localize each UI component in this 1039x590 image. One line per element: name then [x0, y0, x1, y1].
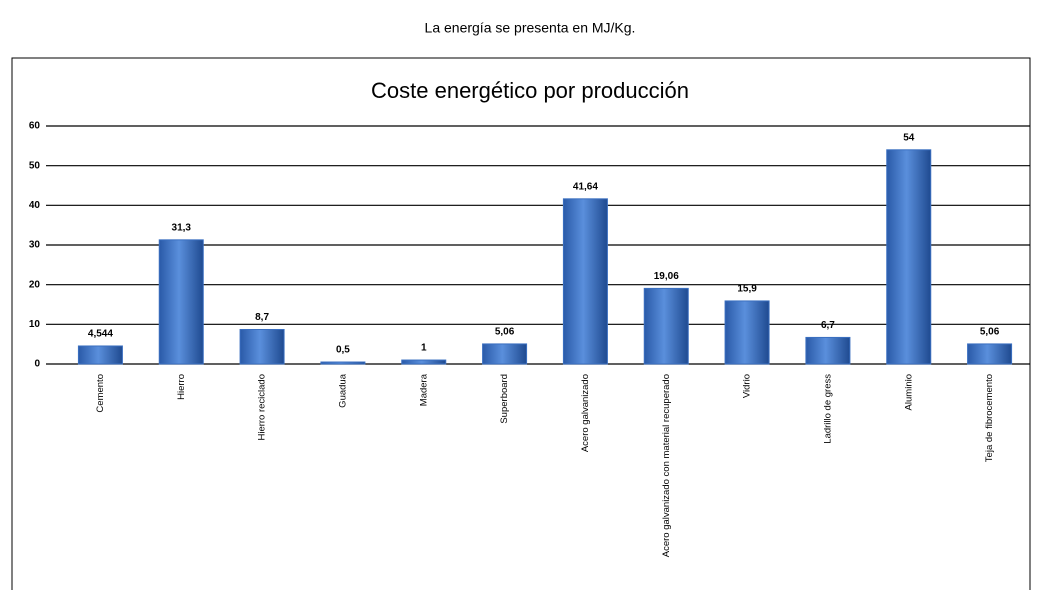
value-label: 6,7	[821, 320, 835, 331]
bar	[805, 336, 851, 365]
x-tick-label: Aluminio	[903, 374, 914, 410]
value-label: 31,3	[172, 222, 192, 233]
x-tick-label: Hierro	[176, 374, 187, 400]
value-label: 54	[903, 132, 915, 143]
x-tick-label: Superboard	[499, 374, 510, 424]
x-tick-label: Guadua	[337, 373, 348, 408]
y-tick-label: 40	[29, 200, 41, 211]
y-tick-label: 20	[29, 279, 41, 290]
value-label: 4,544	[88, 329, 113, 340]
value-label: 8,7	[255, 312, 269, 323]
bar	[482, 343, 528, 365]
x-tick-label: Madera	[418, 373, 429, 406]
x-tick-label: Teja de fibrocemento	[984, 374, 995, 462]
value-label: 5,06	[980, 327, 1000, 338]
y-tick-label: 60	[29, 121, 41, 132]
value-label: 1	[421, 343, 427, 354]
value-label: 15,9	[737, 284, 757, 295]
value-label: 41,64	[573, 181, 598, 192]
bar	[320, 361, 366, 365]
bar	[724, 300, 770, 365]
bar	[643, 287, 689, 365]
y-tick-label: 0	[34, 359, 40, 370]
x-tick-label: Acero galvanizado con material recuperad…	[661, 374, 672, 557]
value-label: 0,5	[336, 345, 350, 356]
x-tick-label: Hierro reciclado	[257, 374, 268, 441]
y-tick-label: 30	[29, 240, 41, 251]
bar	[562, 198, 608, 365]
value-label: 19,06	[654, 271, 679, 282]
value-label: 5,06	[495, 327, 515, 338]
bar	[77, 345, 123, 365]
chart-title: Coste energético por producción	[371, 78, 689, 103]
y-tick-label: 50	[29, 160, 41, 171]
bar	[158, 239, 204, 365]
x-tick-label: Ladrillo de gress	[822, 374, 833, 444]
x-tick-label: Acero galvanizado	[580, 374, 591, 452]
x-tick-label: Cemento	[95, 374, 106, 413]
caption: La energía se presenta en MJ/Kg.	[425, 20, 636, 36]
bar	[967, 343, 1013, 365]
bar	[401, 359, 447, 365]
bar	[886, 149, 932, 365]
x-tick-label: Vidrio	[742, 374, 753, 398]
y-tick-label: 10	[29, 319, 41, 330]
bar	[239, 328, 285, 365]
